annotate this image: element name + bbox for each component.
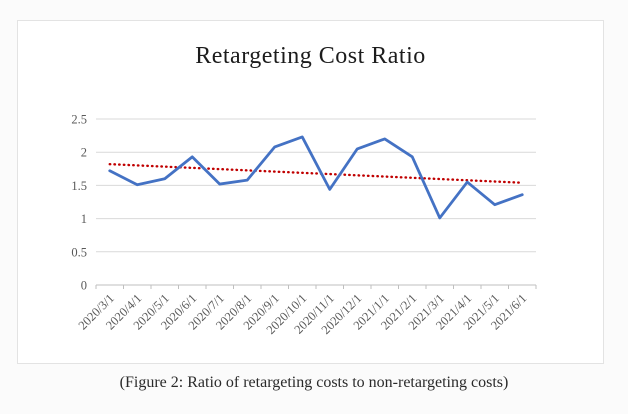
svg-text:0: 0 — [81, 279, 87, 293]
figure-caption: (Figure 2: Ratio of retargeting costs to… — [119, 374, 509, 391]
chart-panel: 0 0.5 1 1.5 2 2.5 2020/3/1 2020/4/1 2020/5/1 2020… — [17, 20, 604, 364]
svg-text:1.5: 1.5 — [71, 179, 87, 193]
chart-title: Retargeting Cost Ratio — [195, 43, 426, 69]
line-chart: 00.511.522.52020/3/12020/4/12020/5/12020… — [71, 113, 537, 337]
svg-text:2: 2 — [81, 146, 87, 160]
svg-text:0.5: 0.5 — [71, 245, 87, 259]
svg-text:1: 1 — [81, 212, 87, 226]
svg-text:2.5: 2.5 — [71, 113, 87, 127]
